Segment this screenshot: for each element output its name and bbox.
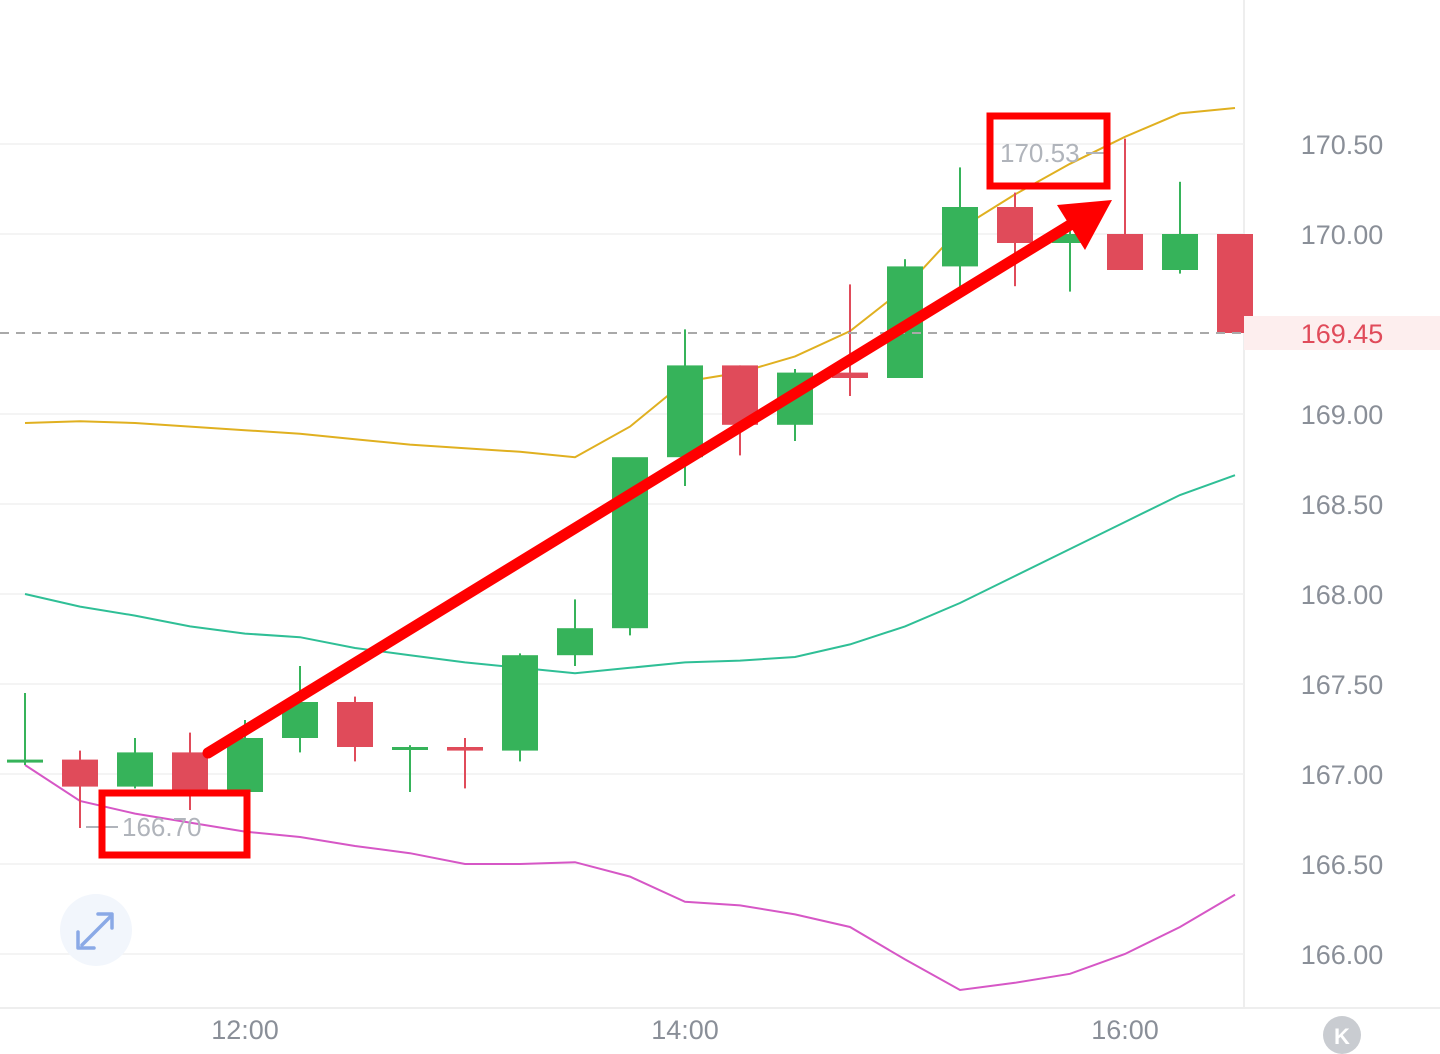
k-icon-text: K <box>1334 1024 1350 1049</box>
candle-body <box>172 752 208 792</box>
candle <box>502 653 538 762</box>
candle <box>447 738 483 789</box>
candle <box>62 750 98 828</box>
current-price-badge <box>1244 316 1440 350</box>
candle <box>1217 234 1253 333</box>
candles <box>7 138 1253 828</box>
y-tick-label: 168.00 <box>1301 580 1384 610</box>
low-annotation: 166.70 <box>86 789 251 859</box>
y-tick-label: 167.50 <box>1301 670 1384 700</box>
k-icon[interactable] <box>1323 1016 1361 1054</box>
candle-body <box>502 655 538 751</box>
high-highlight-box <box>986 112 1111 190</box>
candle <box>1052 225 1088 292</box>
candle-body <box>337 702 373 747</box>
high-annotation: 170.53 <box>986 112 1111 190</box>
candle <box>117 738 153 789</box>
candle-body <box>942 207 978 267</box>
candle <box>392 745 428 792</box>
candle-body <box>1107 234 1143 270</box>
candle-body <box>667 365 703 458</box>
expand-button[interactable] <box>60 894 132 966</box>
trend-arrow-shaft <box>202 219 1076 759</box>
candle-body <box>62 759 98 787</box>
trend-arrow-head <box>1057 200 1112 250</box>
candle-body <box>1162 234 1198 270</box>
candle <box>722 365 758 456</box>
low-annotation-label: 166.70 <box>122 812 202 842</box>
y-tick-label: 169.00 <box>1301 400 1384 430</box>
candle-body <box>117 752 153 787</box>
k-button[interactable]: K <box>1323 1016 1361 1054</box>
candle <box>997 192 1033 287</box>
x-tick-label: 14:00 <box>651 1015 719 1045</box>
candle-body <box>1052 234 1088 243</box>
x-tick-label: 12:00 <box>211 1015 279 1045</box>
candle-body <box>832 372 868 378</box>
y-tick-label: 166.00 <box>1301 940 1384 970</box>
y-tick-label: 166.50 <box>1301 850 1384 880</box>
candle-body <box>997 207 1033 243</box>
candle <box>7 693 43 765</box>
candle-body <box>227 738 263 792</box>
band-lower-line <box>24 764 1236 992</box>
low-highlight-box <box>98 789 251 859</box>
trend-arrow <box>202 200 1112 759</box>
candle-body <box>392 747 428 750</box>
band-middle-line <box>24 474 1236 675</box>
candle <box>942 167 978 292</box>
y-axis-panel <box>1244 0 1440 1054</box>
candle <box>1162 181 1198 274</box>
high-annotation-label: 170.53 <box>1000 138 1080 168</box>
candle <box>337 696 373 762</box>
candle <box>557 599 593 666</box>
candle <box>832 284 868 396</box>
y-tick-label: 168.50 <box>1301 490 1384 520</box>
x-axis: 12:00 14:00 16:00 <box>211 1015 1159 1045</box>
y-tick-label: 170.00 <box>1301 220 1384 250</box>
candle <box>227 720 263 792</box>
y-tick-label: 170.50 <box>1301 130 1384 160</box>
candle <box>1107 138 1143 270</box>
y-axis: 170.50 170.00 169.00 168.50 168.00 167.50 167.… <box>1301 130 1384 970</box>
expand-icon[interactable] <box>76 912 114 950</box>
current-price-label: 169.45 <box>1301 319 1384 349</box>
candle-body <box>557 628 593 656</box>
current-price-line: 169.45 <box>0 316 1440 350</box>
y-tick-label: 167.00 <box>1301 760 1384 790</box>
x-tick-label: 16:00 <box>1091 1015 1159 1045</box>
candle <box>172 732 208 810</box>
candle-body <box>7 759 43 763</box>
candle-body <box>447 747 483 751</box>
